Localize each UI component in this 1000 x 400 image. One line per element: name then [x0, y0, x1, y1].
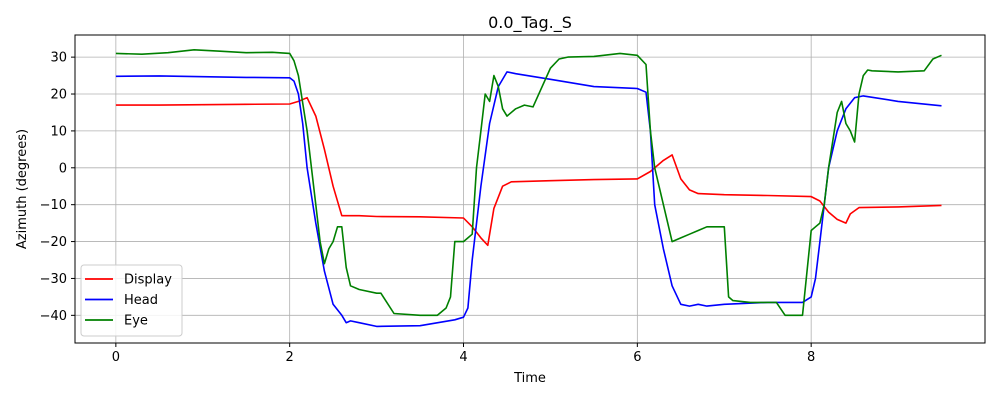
- x-tick-label: 4: [459, 350, 467, 365]
- y-tick-label: −10: [40, 198, 67, 213]
- x-tick-label: 6: [633, 350, 641, 365]
- y-tick-label: 10: [50, 124, 67, 139]
- legend-label-eye: Eye: [124, 314, 148, 329]
- x-tick-label: 2: [286, 350, 294, 365]
- x-tick-label: 0: [112, 350, 120, 365]
- legend-label-display: Display: [124, 273, 172, 288]
- grid: [75, 35, 985, 343]
- chart-title: 0.0_Tag._S: [488, 13, 572, 33]
- legend-label-head: Head: [124, 293, 158, 308]
- x-tick-label: 8: [807, 350, 815, 365]
- y-tick-label: 30: [50, 51, 67, 66]
- axes-frame: [74, 34, 986, 344]
- y-axis-label: Azimuth (degrees): [15, 129, 30, 249]
- ticks: 0 2 4 6 8 −40 −30 −20 −10 0 10 20 30: [40, 51, 816, 365]
- legend: Display Head Eye: [80, 264, 183, 337]
- y-tick-label: 0: [59, 161, 67, 176]
- y-tick-label: −30: [40, 272, 67, 287]
- y-tick-label: −40: [40, 309, 67, 324]
- legend-box: [80, 264, 183, 337]
- x-axis-label: Time: [513, 371, 546, 386]
- series-line-display: [115, 96, 942, 247]
- series-line-eye: [115, 48, 942, 317]
- y-tick-label: 20: [50, 88, 67, 103]
- y-tick-label: −20: [40, 235, 67, 250]
- series-line-head: [115, 71, 942, 328]
- series-layer: [115, 48, 942, 328]
